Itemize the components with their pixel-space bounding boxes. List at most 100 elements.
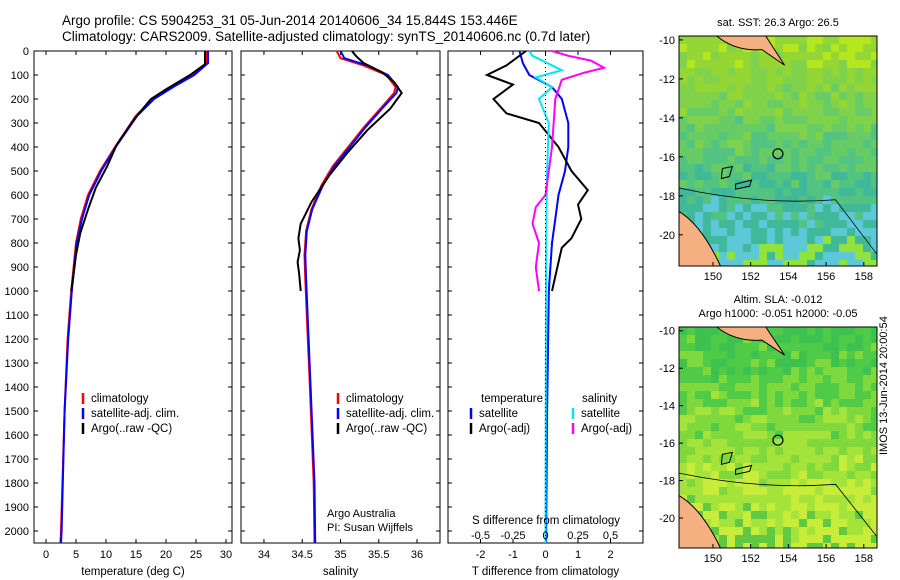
map-cell <box>807 479 815 487</box>
map-cell <box>679 140 687 148</box>
map-cell <box>775 220 783 228</box>
map-cell <box>839 212 847 220</box>
map-cell <box>871 220 877 228</box>
map-cell <box>783 44 791 52</box>
map-cell <box>831 164 839 172</box>
map-cell <box>839 375 847 383</box>
map-cell <box>807 327 815 335</box>
map-cell <box>839 84 847 92</box>
map-cell <box>783 60 791 68</box>
map-cell <box>711 479 719 487</box>
map-cell <box>719 172 727 180</box>
bathymetry-contour <box>678 472 878 538</box>
map-cell <box>839 519 847 527</box>
map-cell <box>839 471 847 479</box>
map-cell <box>727 172 735 180</box>
map-cell <box>863 220 871 228</box>
map-cell <box>775 140 783 148</box>
map-cell <box>751 60 759 68</box>
map-cell <box>831 423 839 431</box>
map-cell <box>847 399 855 407</box>
float-position-marker <box>772 148 784 160</box>
map-cell <box>775 367 783 375</box>
map-cell <box>815 212 823 220</box>
map-cell <box>735 383 743 391</box>
map-cell <box>711 527 719 535</box>
map-cell <box>735 164 743 172</box>
map-cell <box>783 463 791 471</box>
map-cell <box>783 391 791 399</box>
map-cell <box>759 535 767 543</box>
map-cell <box>831 204 839 212</box>
map-cell <box>799 148 807 156</box>
map-cell <box>863 335 871 343</box>
map-cell <box>855 383 863 391</box>
map-cell <box>815 204 823 212</box>
map-cell <box>751 84 759 92</box>
map-cell <box>783 543 791 548</box>
y-tick-label: 300 <box>11 118 29 130</box>
map-cell <box>799 527 807 535</box>
map-cell <box>735 260 743 266</box>
map-cell <box>847 116 855 124</box>
map-cell <box>735 196 743 204</box>
map-cell <box>831 220 839 228</box>
map-cell <box>847 391 855 399</box>
map-cell <box>679 423 687 431</box>
map-cell <box>871 415 877 423</box>
map-cell <box>783 327 791 335</box>
map-cell <box>679 359 687 367</box>
map-cell <box>775 228 783 236</box>
map-cell <box>831 260 839 266</box>
map-cell <box>799 188 807 196</box>
map-cell <box>823 76 831 84</box>
map-cell <box>695 92 703 100</box>
legend-title-temperature: temperature <box>481 393 543 405</box>
map-cell <box>815 327 823 335</box>
map-cell <box>687 383 695 391</box>
map-cell <box>823 495 831 503</box>
map-cell <box>855 431 863 439</box>
map-cell <box>847 495 855 503</box>
map-cell <box>743 164 751 172</box>
legend-label: satellite <box>581 408 620 420</box>
map-cell <box>791 220 799 228</box>
map-cell <box>727 335 735 343</box>
reef-outline <box>720 451 753 475</box>
map-cell <box>767 423 775 431</box>
map-cell <box>727 252 735 260</box>
map-cell <box>719 455 727 463</box>
map-cell <box>687 487 695 495</box>
map-cell <box>695 76 703 84</box>
map-cell <box>783 487 791 495</box>
map-cell <box>751 439 759 447</box>
map-cell <box>807 156 815 164</box>
map-cell <box>687 52 695 60</box>
map-cell <box>839 164 847 172</box>
map-cell <box>767 236 775 244</box>
map-cell <box>775 260 783 266</box>
map-cell <box>743 471 751 479</box>
map-cell <box>791 423 799 431</box>
map-cell <box>847 52 855 60</box>
map-cell <box>711 383 719 391</box>
map-cell <box>815 228 823 236</box>
map-cell <box>703 212 711 220</box>
map-cell <box>799 124 807 132</box>
map-cell <box>831 92 839 100</box>
map-cell <box>767 60 775 68</box>
map-cell <box>687 375 695 383</box>
map-cell <box>799 343 807 351</box>
map-cell <box>775 479 783 487</box>
y-tick-label: 1100 <box>5 310 29 322</box>
map-cell <box>775 164 783 172</box>
map-cell <box>863 431 871 439</box>
map-cell <box>855 164 863 172</box>
map-cell <box>839 124 847 132</box>
map-cell <box>687 196 695 204</box>
map-cell <box>823 399 831 407</box>
map-cell <box>703 447 711 455</box>
map-cell <box>735 503 743 511</box>
map-cell <box>703 100 711 108</box>
map-cell <box>719 156 727 164</box>
